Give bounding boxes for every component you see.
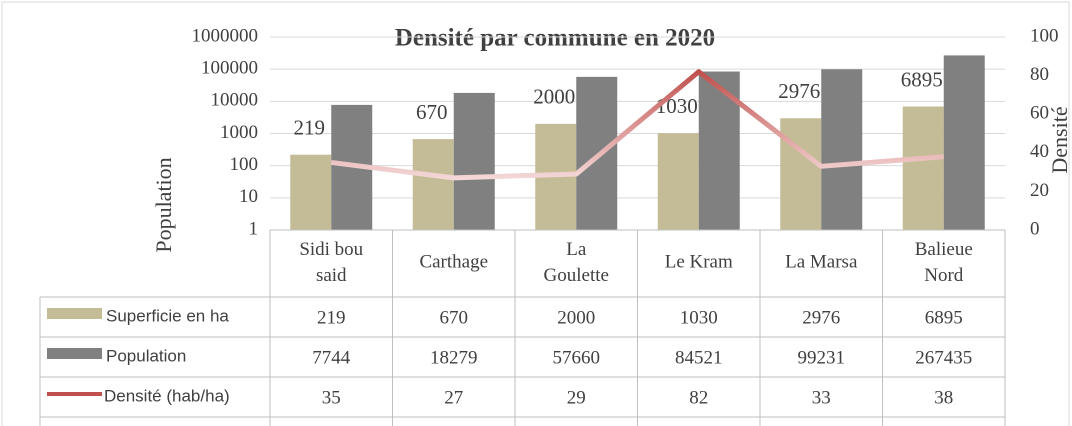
y2-tick-label: 40: [1030, 141, 1049, 162]
table-value: 267435: [915, 347, 972, 368]
y-tick-label: 100000: [201, 58, 258, 79]
x-tick-label: Balieue Nord: [915, 239, 973, 286]
y2-tick-label: 20: [1030, 180, 1049, 201]
bar: [453, 92, 495, 230]
bar: [576, 76, 618, 230]
y2-tick-label: 0: [1030, 218, 1040, 239]
bar: [821, 69, 863, 231]
table-value: 219: [317, 307, 346, 328]
table-value: 670: [440, 307, 469, 328]
y-tick-label: 10000: [211, 90, 259, 111]
data-label: 1030: [656, 94, 698, 118]
y-tick-label: 1000000: [192, 25, 259, 46]
data-label: 219: [294, 116, 326, 140]
table-value: 57660: [553, 347, 601, 368]
table-value: 27: [444, 387, 463, 408]
y-tick-label: 1: [249, 218, 259, 239]
legend-label: Superficie en ha: [106, 306, 229, 325]
data-label: 2976: [778, 79, 820, 103]
x-tick-label: Sidi bou said: [299, 239, 363, 286]
bar: [780, 118, 822, 230]
table-value: 38: [934, 387, 953, 408]
x-tick-label: Le Kram: [665, 251, 733, 272]
table-value: 35: [322, 387, 341, 408]
data-label: 6895: [901, 67, 943, 91]
table-value: 2000: [557, 307, 595, 328]
legend-label: Population: [106, 346, 186, 365]
bar: [657, 133, 699, 230]
x-tick-label: La Marsa: [785, 251, 858, 272]
bar: [412, 139, 454, 230]
y2-tick-label: 80: [1030, 64, 1049, 85]
table-value: 84521: [675, 347, 723, 368]
table-value: 33: [812, 387, 831, 408]
legend-key: [47, 308, 102, 319]
legend-label: Densité (hab/ha): [104, 386, 230, 405]
y-tick-label: 1000: [220, 122, 258, 143]
x-tick-label: La Goulette: [544, 239, 609, 286]
table-value: 99231: [798, 347, 846, 368]
table-value: 6895: [925, 307, 963, 328]
bar: [902, 106, 944, 230]
data-label: 670: [416, 100, 448, 124]
bar: [698, 71, 740, 231]
table-value: 29: [567, 387, 586, 408]
table-value: 1030: [680, 307, 718, 328]
table-value: 82: [689, 387, 708, 408]
y2-tick-label: 60: [1030, 103, 1049, 124]
line: [330, 69, 944, 181]
y-tick-label: 100: [230, 154, 259, 175]
data-label: 2000: [533, 85, 575, 109]
bar: [290, 154, 332, 230]
y-axis-title: Population: [151, 157, 176, 252]
table-value: 2976: [802, 307, 840, 328]
x-tick-label: Carthage: [419, 251, 488, 272]
table-value: 18279: [430, 347, 478, 368]
table-value: 7744: [312, 347, 351, 368]
y2-tick-label: 100: [1030, 25, 1059, 46]
y-tick-label: 10: [239, 186, 258, 207]
legend-key: [47, 348, 102, 359]
bar: [943, 55, 985, 230]
chart-title: Densité par commune en 2020: [395, 25, 715, 52]
y2-axis-title: Densité: [1047, 106, 1072, 173]
